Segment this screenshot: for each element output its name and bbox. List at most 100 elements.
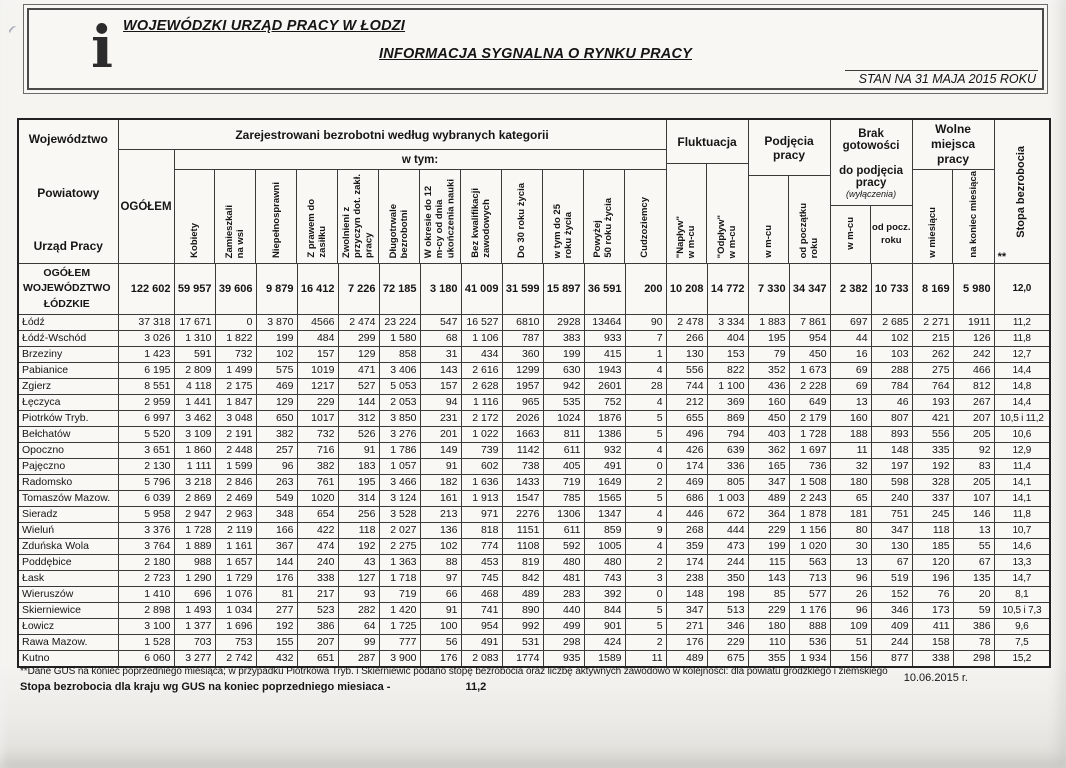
table-cell: 1649 — [583, 474, 626, 491]
table-cell: 346 — [706, 618, 749, 635]
table-cell: 3 462 — [173, 410, 216, 427]
table-cell: 3 124 — [378, 490, 421, 507]
table-cell: 69 — [829, 378, 872, 395]
table-cell: 1547 — [501, 490, 544, 507]
table-cell: 6810 — [501, 314, 544, 331]
col-header-wolne-na-koniec: na koniec miesiąca — [967, 171, 979, 258]
table-cell: 611 — [542, 442, 585, 459]
col-header-podjecia-od-poczatku: od początku roku — [798, 202, 821, 258]
row-label: Skierniewice — [17, 602, 119, 619]
table-cell: 174 — [665, 554, 708, 571]
table-cell: 11 — [829, 442, 872, 459]
table-cell: 83 — [952, 458, 995, 475]
table-row: Tomaszów Mazow. 6 039 2 869 2 469 549 1020 314… — [17, 490, 1051, 507]
table-cell: 2 963 — [214, 506, 257, 523]
table-cell: 777 — [378, 634, 421, 651]
table-cell: 176 — [255, 570, 298, 587]
table-cell: 491 — [460, 634, 503, 651]
table-cell: 5 958 — [117, 506, 175, 523]
table-cell: 453 — [460, 554, 503, 571]
table-cell: 469 — [255, 378, 298, 395]
footnote-country-rate-value: 11,2 — [465, 681, 487, 693]
table-cell: 173 — [911, 602, 954, 619]
table-cell: 434 — [460, 346, 503, 363]
table-cell: 11 — [624, 650, 667, 668]
table-cell: 30 — [829, 538, 872, 555]
table-cell: 5 053 — [378, 378, 421, 395]
table-cell: 115 — [747, 554, 790, 571]
table-cell: 176 — [665, 634, 708, 651]
table-cell: 971 — [460, 506, 503, 523]
table-cell: 630 — [542, 362, 585, 379]
table-cell: 37 318 — [117, 314, 175, 331]
table-cell: 66 — [419, 586, 462, 603]
table-cell: 182 — [419, 474, 462, 491]
table-cell: 268 — [665, 522, 708, 539]
table-cell: 2 469 — [214, 490, 257, 507]
table-row: Zgierz 8 551 4 118 2 175 469 1217 527 5 053 157 2… — [17, 378, 1051, 395]
table-cell: 180 — [747, 618, 790, 635]
table-cell: 6 195 — [117, 362, 175, 379]
table-cell: 11,2 — [993, 314, 1051, 331]
table-cell: 3 — [624, 570, 667, 587]
table-cell: 575 — [255, 362, 298, 379]
table-cell: 314 — [337, 490, 380, 507]
table-cell: 409 — [870, 618, 913, 635]
table-cell: 160 — [829, 410, 872, 427]
table-cell: 213 — [419, 506, 462, 523]
table-cell: 1 410 — [117, 586, 175, 603]
row-label: OGÓŁEM WOJEWÓDZTWO ŁÓDZKIE — [17, 263, 119, 315]
table-cell: 65 — [829, 490, 872, 507]
table-cell: 1 889 — [173, 538, 216, 555]
table-cell: 335 — [911, 442, 954, 459]
table-cell: 1 508 — [788, 474, 831, 491]
table-cell: 2 723 — [117, 570, 175, 587]
table-cell: 14,4 — [993, 362, 1051, 379]
table-cell: 992 — [501, 618, 544, 635]
table-cell: 818 — [460, 522, 503, 539]
table-cell: 3 218 — [173, 474, 216, 491]
table-cell: 39 606 — [214, 263, 257, 315]
table-cell: 7,5 — [993, 634, 1051, 651]
table-cell: 696 — [173, 586, 216, 603]
table-cell: 10 208 — [665, 263, 708, 315]
corner-line-urzad-pracy: Urząd Pracy — [33, 239, 103, 253]
table-cell: 120 — [911, 554, 954, 571]
table-cell: 3 764 — [117, 538, 175, 555]
table-cell: 1108 — [501, 538, 544, 555]
table-cell: 288 — [870, 362, 913, 379]
corner-line-wojewodztwo: Województwo — [28, 132, 108, 146]
table-cell: 1 377 — [173, 618, 216, 635]
table-cell: 56 — [419, 634, 462, 651]
table-cell: 156 — [829, 650, 872, 668]
table-cell: 842 — [501, 570, 544, 587]
table-cell: 360 — [501, 346, 544, 363]
table-cell: 901 — [583, 618, 626, 635]
table-cell: 3 870 — [255, 314, 298, 331]
table-cell: 4 — [624, 394, 667, 411]
table-cell: 55 — [952, 538, 995, 555]
table-cell: 10,5 i 11,2 — [993, 410, 1051, 427]
table-cell: 31 — [419, 346, 462, 363]
row-label: Pabianice — [17, 362, 119, 379]
table-cell: 988 — [173, 554, 216, 571]
table-cell: 446 — [665, 506, 708, 523]
table-cell: 188 — [829, 426, 872, 443]
table-cell: 143 — [419, 362, 462, 379]
table-cell: 88 — [419, 554, 462, 571]
row-label: Łask — [17, 570, 119, 587]
table-cell: 1 697 — [788, 442, 831, 459]
table-cell: 1019 — [296, 362, 339, 379]
table-cell: 81 — [255, 586, 298, 603]
table-cell: 1 878 — [788, 506, 831, 523]
table-cell: 2 478 — [665, 314, 708, 331]
table-cell: 1005 — [583, 538, 626, 555]
row-label: Brzeziny — [17, 346, 119, 363]
table-cell: 1 057 — [378, 458, 421, 475]
table-row: Radomsko 5 796 3 218 2 846 263 761 195 3 466 182… — [17, 474, 1051, 491]
table-cell: 338 — [911, 650, 954, 668]
table-cell: 192 — [337, 538, 380, 555]
table-cell: 649 — [788, 394, 831, 411]
table-cell: 3 376 — [117, 522, 175, 539]
table-cell: 527 — [337, 378, 380, 395]
